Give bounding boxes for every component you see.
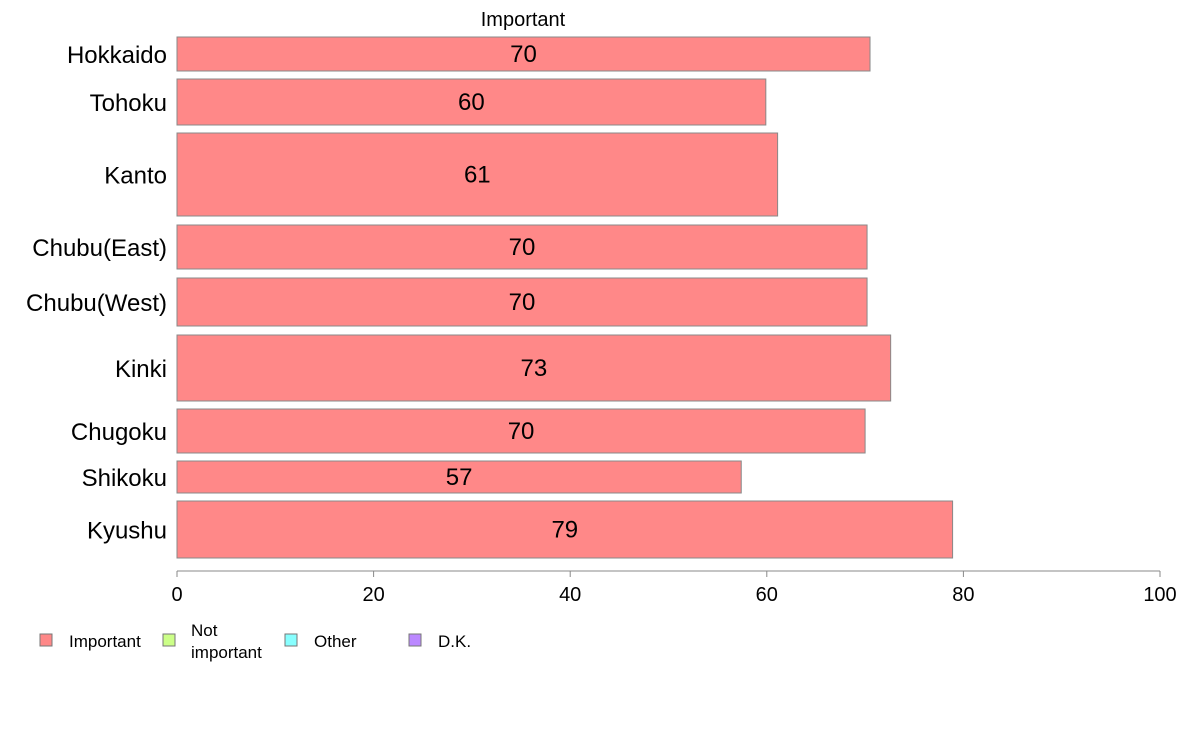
bar-value-label: 70 (508, 418, 535, 445)
chart-title: Important (481, 9, 566, 31)
legend-label: Not important (191, 621, 262, 662)
bar-value-label: 70 (509, 289, 536, 316)
bar-value-label: 70 (510, 41, 537, 68)
legend: Important Not important Other D.K. (39, 621, 471, 662)
x-tick-label: 80 (952, 584, 974, 606)
bar (176, 224, 868, 270)
category-label: Tohoku (90, 90, 167, 117)
x-axis: 0 20 40 60 80 100 (171, 570, 1177, 606)
legend-label: Other (314, 632, 357, 651)
legend-swatch (162, 633, 176, 647)
category-label: Kyushu (87, 518, 167, 545)
category-label: Hokkaido (67, 42, 167, 69)
category-label: Shikoku (82, 465, 167, 492)
legend-swatch (39, 633, 53, 647)
category-label: Chubu(West) (26, 290, 167, 317)
bar-value-label: 57 (446, 464, 473, 491)
bar-value-label: 79 (551, 517, 578, 544)
legend-label: D.K. (438, 632, 471, 651)
x-tick-label: 100 (1143, 584, 1176, 606)
bar-value-label: 60 (458, 89, 485, 116)
bars-layer: 70 Hokkaido 60 Tohoku 61 Kanto 70 Chubu(East) 70… (26, 36, 954, 559)
category-label: Kanto (104, 163, 167, 190)
x-tick-label: 0 (171, 584, 182, 606)
bar (176, 277, 868, 327)
bar (176, 460, 742, 494)
category-label: Chubu(East) (32, 235, 167, 262)
bar (176, 132, 779, 217)
bar-value-label: 70 (509, 234, 536, 261)
legend-swatch (408, 633, 422, 647)
x-tick-label: 40 (559, 584, 581, 606)
bar (176, 334, 892, 402)
bar-value-label: 73 (520, 355, 547, 382)
bar (176, 500, 954, 559)
legend-label: Important (69, 632, 141, 651)
bar (176, 78, 767, 126)
x-tick-label: 20 (362, 584, 384, 606)
bar (176, 36, 871, 72)
x-tick-label: 60 (756, 584, 778, 606)
bar (176, 408, 866, 454)
bar-value-label: 61 (464, 162, 491, 189)
category-label: Chugoku (71, 419, 167, 446)
category-label: Kinki (115, 356, 167, 383)
legend-swatch (284, 633, 298, 647)
